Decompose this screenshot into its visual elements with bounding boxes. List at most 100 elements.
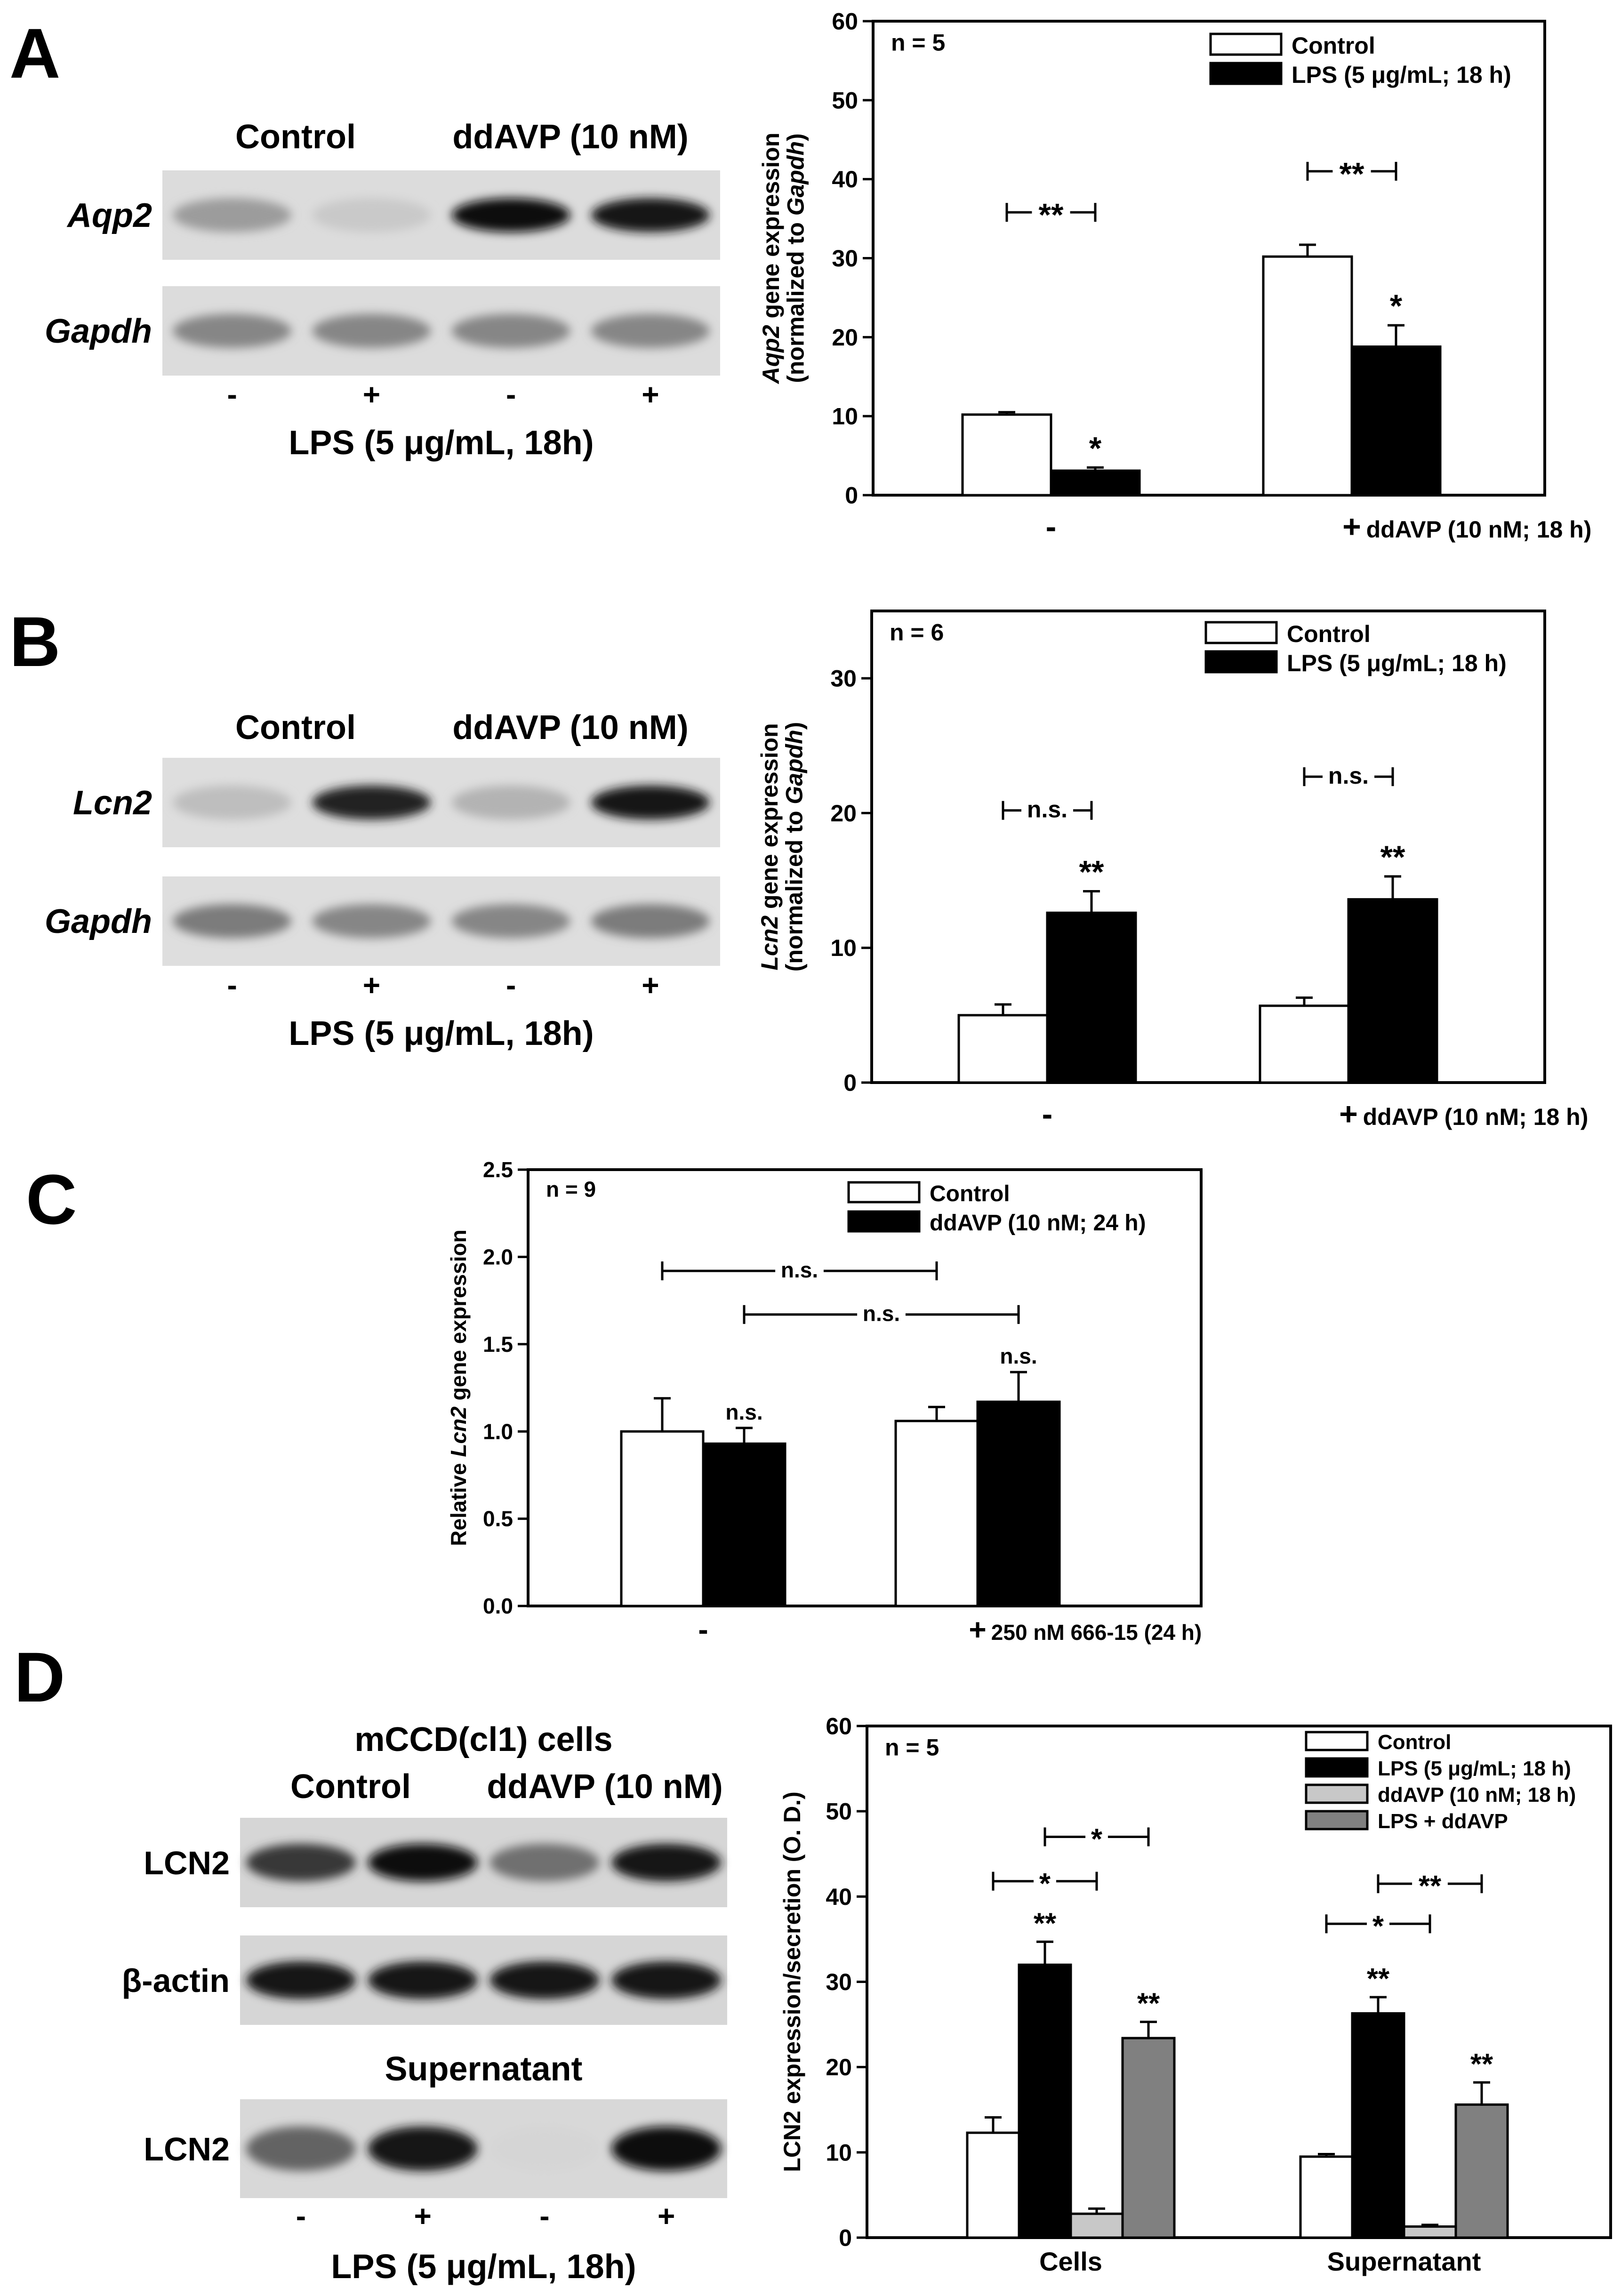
- lane-sign: +: [642, 968, 659, 1002]
- y-tick-label: 20: [826, 2054, 852, 2080]
- gel-band: [173, 198, 292, 233]
- label-part: ): [783, 133, 809, 141]
- y-tick-label: 10: [832, 403, 858, 430]
- x-category-label: +: [1342, 509, 1361, 545]
- lane-sign: -: [296, 2199, 306, 2233]
- label-part: gene expression: [446, 1229, 471, 1406]
- y-tick-label: 50: [832, 87, 858, 113]
- legend-swatch: [1305, 1783, 1369, 1804]
- bracket-label: **: [1419, 1870, 1442, 1903]
- lane-sign: +: [642, 377, 659, 411]
- bar-chart-c: 0.0 0.5 1.0 1.5 2.0 2.5 Relative Lcn2 gene exp…: [446, 1157, 1203, 1646]
- bracket-label-bg: [1021, 796, 1073, 820]
- supernatant-title: Supernatant: [385, 2050, 582, 2088]
- significance-mark: **: [1034, 1907, 1057, 1940]
- significance-mark: **: [1137, 1988, 1160, 2020]
- legend-swatch: [1305, 1757, 1369, 1778]
- gel-band: [173, 904, 292, 939]
- legend-swatch: [1305, 1810, 1369, 1830]
- gel-band: [451, 785, 570, 820]
- blot-panel-d: mCCD(cl1) cells Control ddAVP (10 nM) LCN2 β…: [122, 1721, 727, 2286]
- significance-mark: **: [1380, 839, 1405, 875]
- y-tick-label: 2.0: [483, 1245, 513, 1269]
- bracket-label-bg: [1034, 1863, 1056, 1893]
- lane-sign: +: [414, 2199, 431, 2233]
- bar: [1403, 2225, 1457, 2239]
- panel-letter-d: D: [14, 1638, 65, 1717]
- legend-swatch: [1305, 1731, 1369, 1751]
- bracket-label-bg: [775, 1258, 824, 1280]
- legend-entry: Control: [1287, 621, 1371, 647]
- bar-chart-b: 0 10 20 30 Lcn2 gene expression(normalized t…: [756, 610, 1589, 1132]
- legend-swatch: [1209, 62, 1283, 85]
- label-part: Aqp2: [758, 325, 784, 385]
- blot-band: [368, 1961, 478, 1999]
- gel-band: [591, 904, 710, 939]
- blot-band: [611, 2126, 722, 2171]
- legend-swatch: [847, 1210, 921, 1233]
- bracket-label-bg: [1323, 763, 1374, 787]
- gel-band: [451, 198, 570, 233]
- bracket-label: *: [1091, 1823, 1103, 1856]
- bar: [620, 1430, 705, 1607]
- y-tick-label: 60: [832, 8, 858, 35]
- y-tick-label: 30: [830, 666, 857, 692]
- gel-row-label: Aqp2: [66, 197, 152, 234]
- x-category-label: -: [698, 1613, 708, 1646]
- blot-band: [246, 2126, 356, 2171]
- gel-band: [591, 313, 710, 348]
- blot-band: [611, 1961, 722, 1999]
- legend-entry: ddAVP (10 nM; 18 h): [1378, 1783, 1576, 1806]
- bar: [1121, 2037, 1176, 2239]
- gel-band: [451, 313, 570, 348]
- y-tick-label: 0: [839, 2225, 852, 2251]
- significance-mark: n.s.: [725, 1400, 762, 1424]
- x-category-label: Cells: [1039, 2247, 1102, 2276]
- y-tick-label: 2.5: [483, 1157, 513, 1182]
- significance-mark: *: [1089, 430, 1102, 466]
- significance-mark: **: [1470, 2048, 1493, 2080]
- bracket-label: n.s.: [1027, 796, 1067, 823]
- y-tick-label: 60: [826, 1713, 852, 1740]
- x-category-label: Supernatant: [1327, 2247, 1481, 2276]
- bar: [1262, 255, 1353, 497]
- legend-swatch: [847, 1181, 921, 1204]
- bar: [1259, 1004, 1350, 1084]
- legend-entry: Control: [1378, 1731, 1451, 1754]
- bar: [894, 1420, 979, 1607]
- y-axis-label-line2: (normalized to Gapdh): [781, 722, 808, 972]
- y-tick-label: 0: [843, 1070, 857, 1096]
- lane-sign: +: [363, 377, 380, 411]
- bracket-label: **: [1340, 156, 1364, 192]
- y-tick-label: 10: [826, 2139, 852, 2166]
- n-label: n = 9: [546, 1177, 596, 1202]
- blot-band: [246, 1961, 356, 1999]
- gel-group-label: Control: [235, 118, 356, 156]
- bar: [1050, 469, 1141, 497]
- bar: [1046, 911, 1137, 1084]
- lane-sign: -: [227, 968, 237, 1002]
- label-part: Lcn2: [446, 1406, 471, 1457]
- gel-row-label: Gapdh: [45, 313, 152, 350]
- legend-entry: Control: [1292, 32, 1375, 59]
- label-part: gene expression: [756, 723, 783, 915]
- x-category-suffix: ddAVP (10 nM; 18 h): [1366, 516, 1592, 543]
- gel-band: [312, 198, 431, 233]
- y-tick-label: 40: [826, 1884, 852, 1910]
- bracket-label-bg: [1085, 1819, 1108, 1849]
- blot-band: [368, 1844, 478, 1881]
- x-category-label: +: [969, 1613, 986, 1646]
- y-tick-label: 0.5: [483, 1507, 513, 1531]
- y-tick-label: 20: [832, 324, 858, 351]
- x-category-suffix: ddAVP (10 nM; 18 h): [1363, 1104, 1589, 1130]
- lane-sign: -: [539, 2199, 549, 2233]
- gel-axis-label: LPS (5 μg/mL, 18h): [289, 1015, 594, 1052]
- n-label: n = 5: [885, 1734, 939, 1761]
- gel-band: [591, 785, 710, 820]
- significance-mark: **: [1079, 854, 1104, 890]
- y-axis-label: Relative Lcn2 gene expression: [446, 1229, 471, 1546]
- label-part: Gapdh: [781, 730, 808, 804]
- bracket-label-bg: [857, 1301, 906, 1324]
- legend-entry: ddAVP (10 nM; 24 h): [930, 1211, 1146, 1236]
- gel-row-label: Gapdh: [45, 903, 152, 940]
